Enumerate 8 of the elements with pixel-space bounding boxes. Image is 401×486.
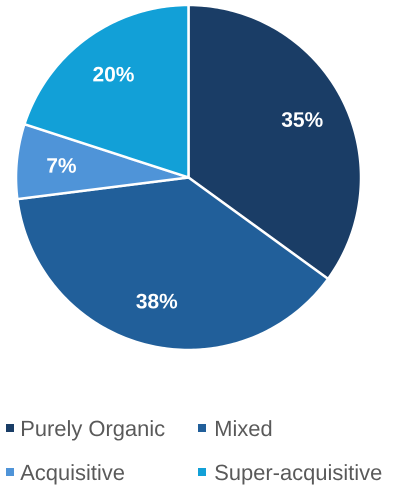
data-label: 38% [136, 294, 178, 309]
data-label: 35% [282, 112, 323, 127]
legend-label: Super-acquisitive [215, 464, 382, 485]
data-label: 20% [93, 66, 134, 82]
legend-label: Purely Organic [22, 420, 165, 441]
legend-label: Acquisitive [20, 464, 124, 485]
legend-label: Mixed [216, 420, 272, 436]
data-label: 7% [47, 158, 76, 173]
